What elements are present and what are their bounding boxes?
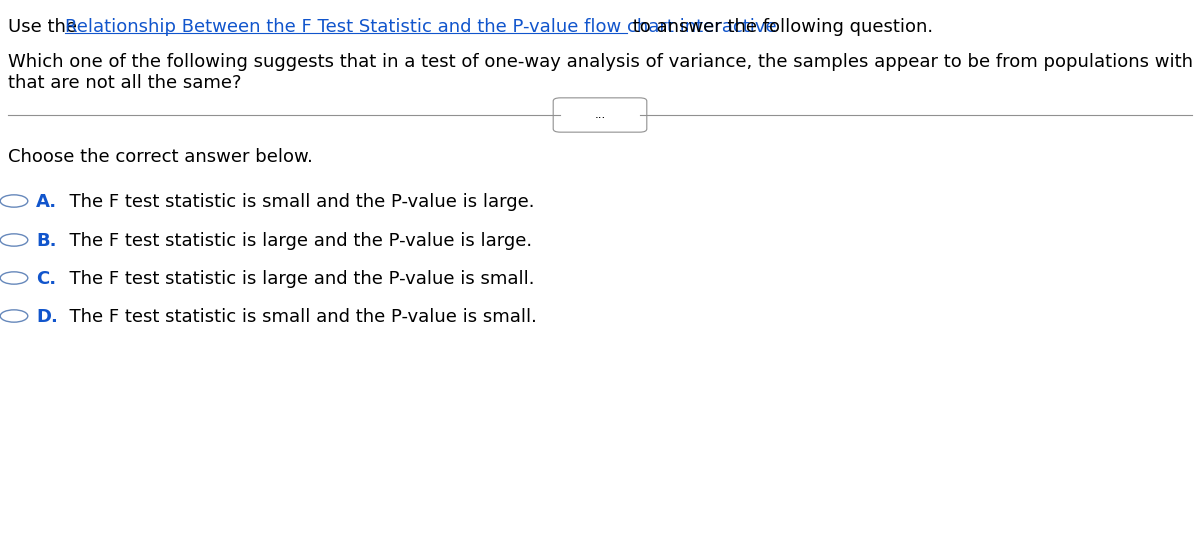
Circle shape: [0, 272, 28, 284]
Text: to answer the following question.: to answer the following question.: [628, 18, 934, 36]
Text: D.: D.: [36, 308, 58, 326]
Text: The F test statistic is small and the P-value is small.: The F test statistic is small and the P-…: [58, 308, 536, 326]
Text: Use the: Use the: [8, 18, 83, 36]
Text: Relationship Between the F Test Statistic and the P-value flow chart interactive: Relationship Between the F Test Statisti…: [65, 18, 776, 36]
Text: C.: C.: [36, 270, 56, 288]
Text: The F test statistic is large and the P-value is small.: The F test statistic is large and the P-…: [58, 270, 534, 288]
Text: Which one of the following suggests that in a test of one-way analysis of varian: Which one of the following suggests that…: [8, 53, 1200, 71]
Text: Choose the correct answer below.: Choose the correct answer below.: [8, 148, 313, 166]
FancyBboxPatch shape: [553, 98, 647, 132]
Text: that are not all the same?: that are not all the same?: [8, 74, 241, 92]
Circle shape: [0, 234, 28, 246]
Text: The F test statistic is large and the P-value is large.: The F test statistic is large and the P-…: [58, 232, 532, 250]
Circle shape: [0, 310, 28, 322]
Text: The F test statistic is small and the P-value is large.: The F test statistic is small and the P-…: [58, 193, 534, 211]
Text: ...: ...: [594, 108, 606, 122]
Circle shape: [0, 195, 28, 207]
Text: A.: A.: [36, 193, 58, 211]
Text: B.: B.: [36, 232, 56, 250]
